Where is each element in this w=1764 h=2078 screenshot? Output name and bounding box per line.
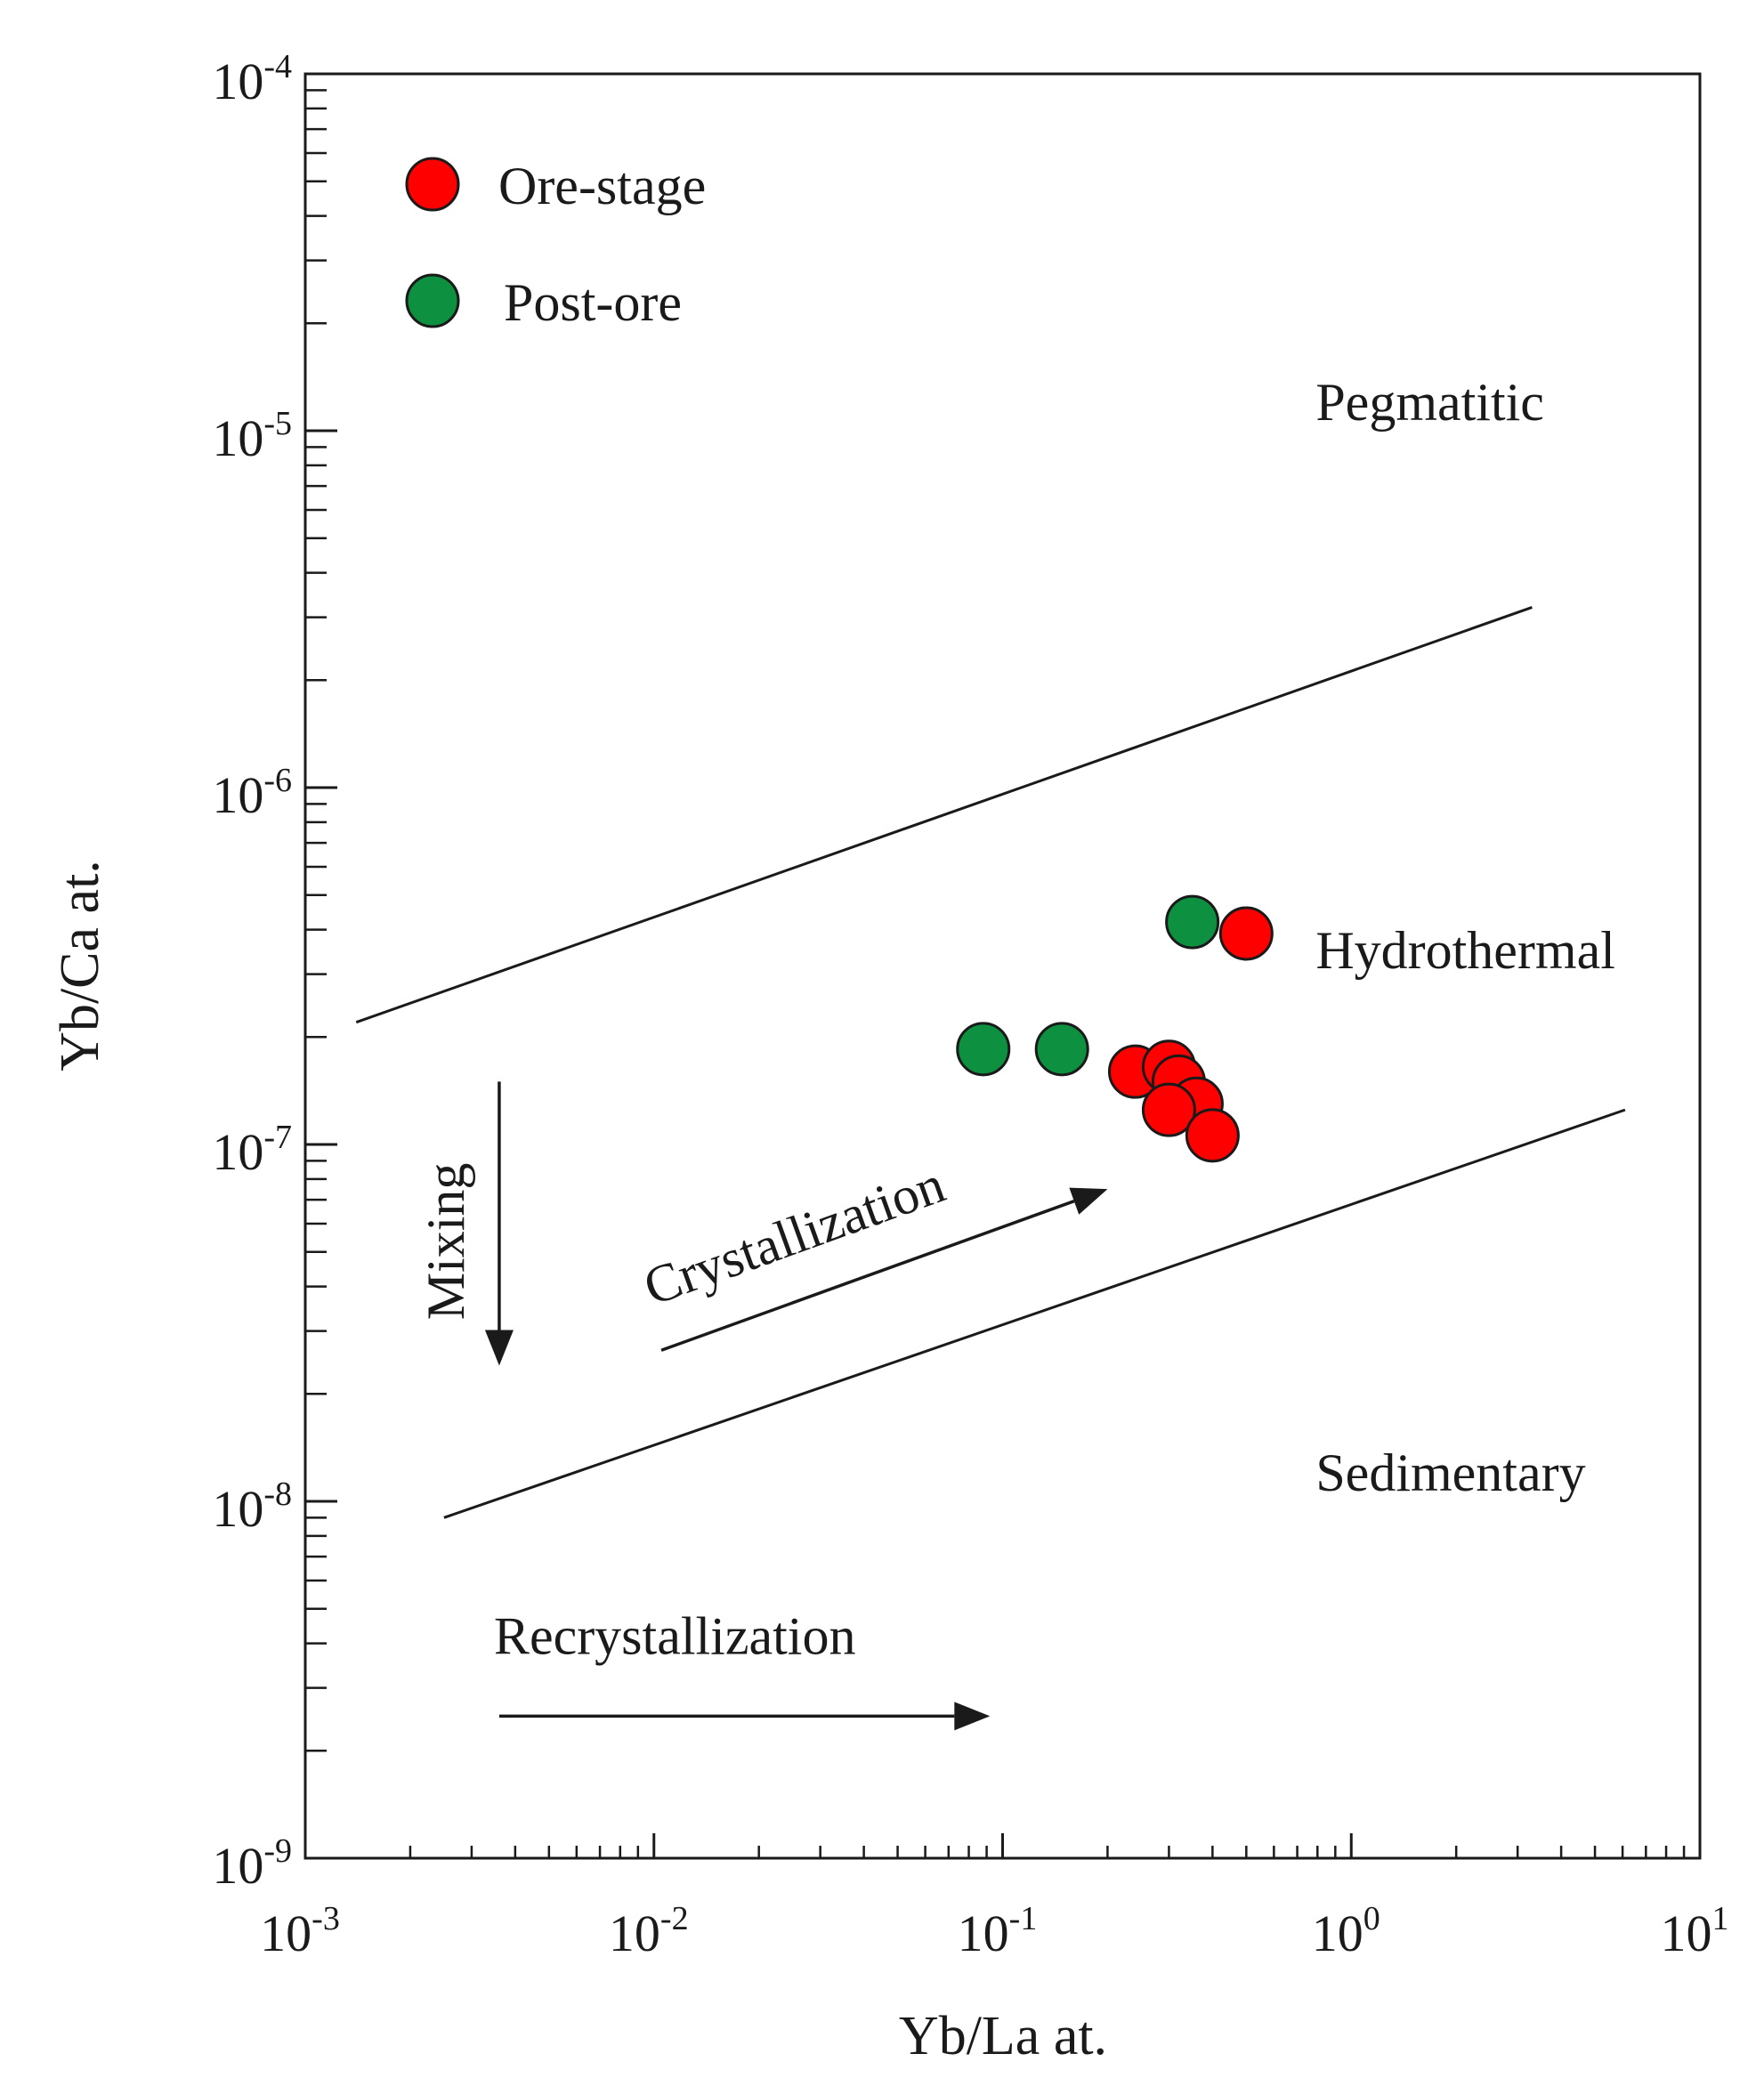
y-tick-label: 10-6 bbox=[212, 762, 292, 824]
region-label-hydrothermal: Hydrothermal bbox=[1315, 921, 1615, 980]
legend-marker-ore-stage bbox=[405, 157, 460, 212]
region-label-sedimentary: Sedimentary bbox=[1315, 1443, 1585, 1502]
mixing-label: Mixing bbox=[417, 1163, 475, 1321]
x-tick-label: 101 bbox=[1661, 1900, 1729, 1962]
crystallization-arrow-head bbox=[1069, 1187, 1108, 1215]
y-tick-label: 10-4 bbox=[212, 48, 292, 110]
legend-label-ore-stage: Ore-stage bbox=[498, 157, 706, 215]
boundary-line bbox=[355, 606, 1533, 1024]
boundary-line bbox=[443, 1108, 1626, 1519]
ore-stage-point bbox=[1185, 1108, 1240, 1163]
y-axis-title: Yb/Ca at. bbox=[50, 860, 110, 1071]
x-tick-label: 100 bbox=[1312, 1900, 1380, 1962]
process-arrows: Mixing Crystallization Recrystallization bbox=[417, 1081, 1108, 1731]
legend-marker-post-ore bbox=[405, 273, 460, 328]
y-tick-label: 10-9 bbox=[212, 1832, 292, 1895]
mixing-arrow-head bbox=[484, 1330, 514, 1366]
x-tick-label: 10-3 bbox=[260, 1900, 340, 1962]
recrystallization-label: Recrystallization bbox=[494, 1606, 856, 1665]
ore-stage-point bbox=[1141, 1082, 1196, 1137]
crystallization-arrow-shaft bbox=[660, 1200, 1075, 1352]
x-axis-title: Yb/La at. bbox=[899, 2006, 1107, 2066]
post-ore-point bbox=[1034, 1022, 1089, 1077]
x-tick-label: 10-1 bbox=[958, 1900, 1038, 1962]
x-tick-label: 10-2 bbox=[609, 1900, 689, 1962]
crystallization-label: Crystallization bbox=[636, 1154, 952, 1316]
boundary-lines bbox=[355, 606, 1626, 1519]
minor-ticks bbox=[305, 89, 1686, 1858]
legend-label-post-ore: Post-ore bbox=[504, 273, 682, 332]
region-label-pegmatitic: Pegmatitic bbox=[1315, 373, 1544, 432]
y-tick-labels: 10-4 10-5 10-6 10-7 10-8 10-9 bbox=[212, 48, 292, 1895]
recrystallization-arrow-head bbox=[954, 1702, 991, 1731]
region-labels: Pegmatitic Hydrothermal Sedimentary bbox=[1315, 373, 1615, 1502]
y-tick-label: 10-5 bbox=[212, 405, 292, 467]
y-tick-label: 10-7 bbox=[212, 1119, 292, 1181]
major-ticks bbox=[303, 72, 1702, 1860]
data-points bbox=[956, 894, 1274, 1163]
x-tick-labels: 10-3 10-2 10-1 100 101 bbox=[260, 1900, 1728, 1962]
post-ore-point bbox=[956, 1022, 1011, 1077]
legend: Ore-stage Post-ore bbox=[405, 157, 706, 332]
post-ore-point bbox=[1165, 894, 1220, 950]
ore-stage-point bbox=[1218, 906, 1274, 961]
y-tick-label: 10-8 bbox=[212, 1476, 292, 1538]
